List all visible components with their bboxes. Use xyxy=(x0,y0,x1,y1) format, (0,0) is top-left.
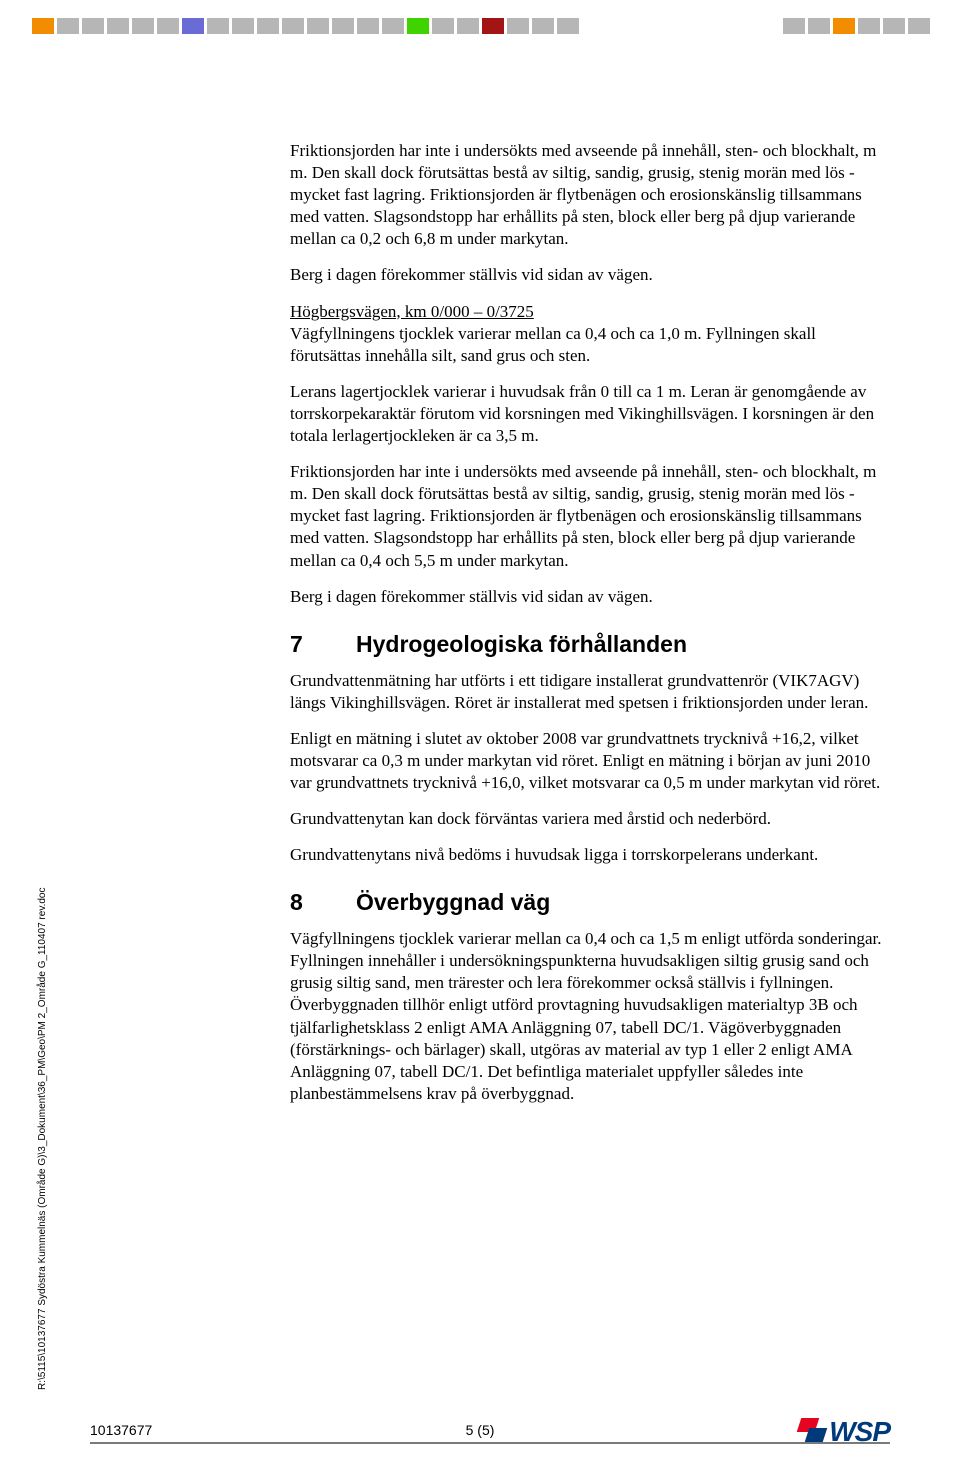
color-square xyxy=(182,18,204,34)
heading-title: Överbyggnad väg xyxy=(356,889,550,915)
subheading-underline: Högbergsvägen, km 0/000 – 0/3725 xyxy=(290,302,534,321)
color-square xyxy=(132,18,154,34)
color-square xyxy=(357,18,379,34)
color-square xyxy=(582,18,780,34)
document-body: Friktionsjorden har inte i undersökts me… xyxy=(290,140,890,1119)
color-square xyxy=(883,18,905,34)
color-square xyxy=(57,18,79,34)
paragraph: Berg i dagen förekommer ställvis vid sid… xyxy=(290,264,890,286)
heading-number: 8 xyxy=(290,888,356,918)
paragraph: Berg i dagen förekommer ställvis vid sid… xyxy=(290,586,890,608)
color-square xyxy=(82,18,104,34)
color-square xyxy=(557,18,579,34)
color-square xyxy=(783,18,805,34)
color-square xyxy=(282,18,304,34)
color-square xyxy=(257,18,279,34)
color-square xyxy=(407,18,429,34)
footer-doc-id: 10137677 xyxy=(90,1422,152,1438)
paragraph: Grundvattenytan kan dock förväntas varie… xyxy=(290,808,890,830)
color-square xyxy=(532,18,554,34)
color-square xyxy=(858,18,880,34)
wsp-logo-text: WSP xyxy=(829,1419,890,1444)
color-square xyxy=(382,18,404,34)
color-square xyxy=(432,18,454,34)
paragraph: Grundvattenmätning har utförts i ett tid… xyxy=(290,670,890,714)
color-square xyxy=(207,18,229,34)
color-square xyxy=(332,18,354,34)
color-square xyxy=(107,18,129,34)
heading-title: Hydrogeologiska förhållanden xyxy=(356,631,687,657)
color-square xyxy=(457,18,479,34)
color-square xyxy=(232,18,254,34)
color-square xyxy=(32,18,54,34)
wsp-logo: WSP xyxy=(797,1418,890,1444)
footer-rule xyxy=(90,1442,890,1444)
section-heading-7: 7Hydrogeologiska förhållanden xyxy=(290,630,890,660)
paragraph: Friktionsjorden har inte i undersökts me… xyxy=(290,461,890,571)
paragraph: Lerans lagertjocklek varierar i huvudsak… xyxy=(290,381,890,447)
footer-page-number: 5 (5) xyxy=(466,1422,495,1438)
paragraph: Enligt en mätning i slutet av oktober 20… xyxy=(290,728,890,794)
vertical-filepath: R:\5115\10137677 Sydöstra Kummelnäs (Omr… xyxy=(37,888,48,1391)
color-square xyxy=(833,18,855,34)
color-square xyxy=(482,18,504,34)
paragraph: Friktionsjorden har inte i undersökts me… xyxy=(290,140,890,250)
paragraph: Vägfyllningens tjocklek varierar mellan … xyxy=(290,928,890,1105)
color-square xyxy=(157,18,179,34)
paragraph-text: Vägfyllningens tjocklek varierar mellan … xyxy=(290,324,816,365)
header-color-strip xyxy=(32,18,928,34)
color-square xyxy=(808,18,830,34)
paragraph: Högbergsvägen, km 0/000 – 0/3725 Vägfyll… xyxy=(290,301,890,367)
color-square xyxy=(908,18,930,34)
wsp-logo-icon xyxy=(797,1418,823,1444)
heading-number: 7 xyxy=(290,630,356,660)
color-square xyxy=(307,18,329,34)
section-heading-8: 8Överbyggnad väg xyxy=(290,888,890,918)
paragraph: Grundvattenytans nivå bedöms i huvudsak … xyxy=(290,844,890,866)
page-footer: 10137677 5 (5) WSP xyxy=(0,1412,960,1444)
color-square xyxy=(507,18,529,34)
